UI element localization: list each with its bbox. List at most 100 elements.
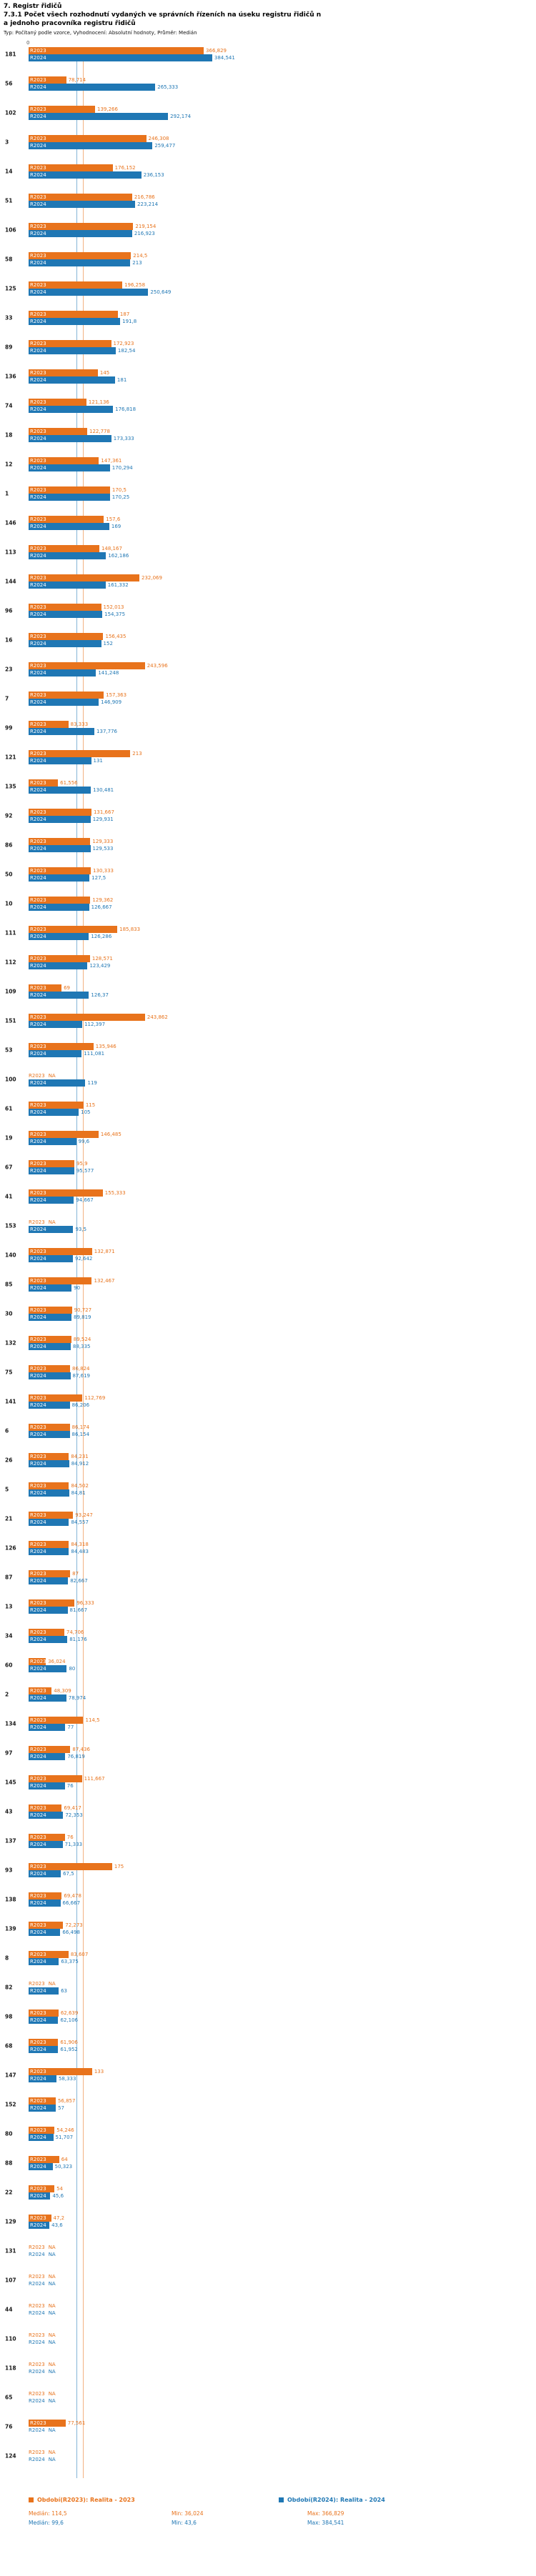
bar-line-r2024: R2024 130,481 <box>29 787 536 794</box>
series-label-r2024: R2024 <box>30 1432 46 1438</box>
bar-line-r2023: R2023 NA <box>29 2449 536 2456</box>
bar-value-r2024: 250,649 <box>150 289 172 296</box>
bar-value-r2023: 72,273 <box>65 1922 83 1929</box>
chart-row: 1 R2023 170,5 R2024 170,25 <box>0 486 536 516</box>
bar-line-r2023: R2023 95,9 <box>29 1160 536 1168</box>
bar-value-r2023: 246,308 <box>148 136 169 142</box>
bar-value-r2023: 176,152 <box>114 165 136 171</box>
series-label-r2023: R2023 <box>30 2069 46 2075</box>
chart-row: 60 R2023 36,024 R2024 80 <box>0 1658 536 1687</box>
na-value-r2023: NA <box>48 1219 56 1226</box>
bar-value-r2023: 156,435 <box>105 634 126 640</box>
bar-value-r2024: 90 <box>74 1285 81 1292</box>
bar-line-r2023: R2023 131,667 <box>29 809 536 817</box>
bar-r2023: R2023 <box>29 984 62 992</box>
bar-r2023: R2023 <box>29 1951 69 1959</box>
bar-r2023: R2023 <box>29 750 131 758</box>
chart-row: 131 R2023 NA R2024 NA <box>0 2244 536 2273</box>
bar-value-r2023: 84,318 <box>71 1542 89 1548</box>
bar-line-r2023: R2023 47,2 <box>29 2215 536 2222</box>
bar-line-r2024: R2024 99,6 <box>29 1138 536 1146</box>
series-label-r2024: R2024 <box>30 934 46 940</box>
bar-value-r2024: 216,923 <box>134 231 155 237</box>
series-label-r2024: R2024 <box>30 1929 46 1936</box>
bar-value-r2024: 169 <box>111 524 121 530</box>
na-value-r2023: NA <box>48 2303 56 2310</box>
bar-value-r2023: 83,333 <box>70 722 89 728</box>
na-value-r2023: NA <box>48 2450 56 2456</box>
report-title: 7. Registr řidičů <box>4 3 62 10</box>
bar-line-r2023: R2023 157,6 <box>29 516 536 524</box>
bar-r2024: R2024 <box>29 1284 72 1292</box>
chart-row: 136 R2023 145 R2024 181 <box>0 369 536 399</box>
chart-row: 124 R2023 NA R2024 NA <box>0 2449 536 2478</box>
row-id-label: 125 <box>5 285 16 292</box>
bar-line-r2024: R2024 112,397 <box>29 1021 536 1029</box>
series-label-r2024: R2024 <box>30 524 46 530</box>
series-label-r2023: R2023 <box>30 1659 46 1665</box>
bar-line-r2023: R2023 130,333 <box>29 867 536 875</box>
bar-line-r2024: R2024 66,498 <box>29 1929 536 1937</box>
chart-row: 137 R2023 76 R2024 71,333 <box>0 1834 536 1863</box>
chart-row: 34 R2023 74,706 R2024 81,176 <box>0 1629 536 1658</box>
bar-value-r2024: 141,248 <box>98 670 119 677</box>
bar-value-r2023: 54,246 <box>56 2127 74 2134</box>
bar-r2024: R2024 <box>29 1548 69 1556</box>
row-id-label: 67 <box>5 1164 13 1171</box>
series-label-r2023: R2023 <box>30 751 46 757</box>
bar-r2024: R2024 <box>29 1812 64 1819</box>
bar-value-r2024: 94,667 <box>76 1197 94 1204</box>
chart-row: 12 R2023 147,361 R2024 170,294 <box>0 457 536 486</box>
series-label-r2023: R2023 <box>30 1805 46 1812</box>
series-label-r2023: R2023 <box>30 370 46 376</box>
bar-r2023: R2023 <box>29 1482 69 1490</box>
bar-line-r2024: R2024 154,375 <box>29 611 536 619</box>
chart-row: 145 R2023 111,667 R2024 76 <box>0 1775 536 1804</box>
series-label-r2024: R2024 <box>30 1080 46 1087</box>
bar-value-r2023: 152,013 <box>103 604 124 611</box>
row-id-label: 34 <box>5 1632 13 1639</box>
bar-r2024: R2024 <box>29 2163 53 2171</box>
bar-line-r2024: R2024 89,819 <box>29 1314 536 1322</box>
bar-line-r2024: R2024 NA <box>29 2456 536 2463</box>
chart-row: 18 R2023 122,778 R2024 173,333 <box>0 428 536 457</box>
bar-line-r2023: R2023 214,5 <box>29 252 536 260</box>
series-label-r2023: R2023 <box>30 1864 46 1870</box>
chart-row: 22 R2023 54 R2024 45,6 <box>0 2185 536 2215</box>
bar-line-r2023: R2023 219,154 <box>29 223 536 231</box>
bar-value-r2024: 129,931 <box>92 817 114 823</box>
bar-r2023: R2023 <box>29 194 132 201</box>
series-label-r2023: R2023 <box>29 1219 45 1226</box>
series-label-r2023: R2023 <box>29 2245 45 2251</box>
chart-row: 121 R2023 213 R2024 131 <box>0 750 536 779</box>
bar-value-r2024: 123,429 <box>89 963 111 969</box>
series-label-r2023: R2023 <box>30 194 46 201</box>
bar-value-r2023: 112,769 <box>84 1395 106 1402</box>
bar-value-r2023: 366,829 <box>206 48 227 54</box>
bar-value-r2023: 139,266 <box>97 106 118 113</box>
bar-value-r2023: 145 <box>99 370 110 376</box>
row-id-label: 141 <box>5 1398 16 1405</box>
na-value-r2024: NA <box>48 2281 56 2287</box>
bar-r2023: R2023 <box>29 1629 64 1637</box>
row-id-label: 106 <box>5 226 16 234</box>
series-label-r2024: R2024 <box>30 1812 46 1819</box>
series-label-r2024: R2024 <box>30 963 46 969</box>
bar-r2024: R2024 <box>29 1607 68 1614</box>
bar-line-r2024: R2024 127,5 <box>29 874 536 882</box>
series-label-r2023: R2023 <box>30 2127 46 2134</box>
bar-value-r2024: 81,667 <box>69 1607 88 1614</box>
bar-value-r2024: 265,333 <box>157 84 179 91</box>
bar-r2024: R2024 <box>29 2017 59 2025</box>
bar-line-r2023: R2023 146,485 <box>29 1131 536 1139</box>
series-label-r2023: R2023 <box>30 1190 46 1197</box>
series-label-r2023: R2023 <box>30 634 46 640</box>
chart-row: 8 R2023 83,607 R2024 63,375 <box>0 1951 536 1980</box>
series-label-r2024: R2024 <box>30 114 46 120</box>
bar-r2024: R2024 <box>29 494 110 501</box>
series-label-r2023: R2023 <box>30 1952 46 1958</box>
row-id-label: 61 <box>5 1105 13 1112</box>
series-label-r2023: R2023 <box>30 1102 46 1109</box>
bar-line-r2023: R2023 83,333 <box>29 721 536 729</box>
row-id-label: 102 <box>5 109 16 116</box>
